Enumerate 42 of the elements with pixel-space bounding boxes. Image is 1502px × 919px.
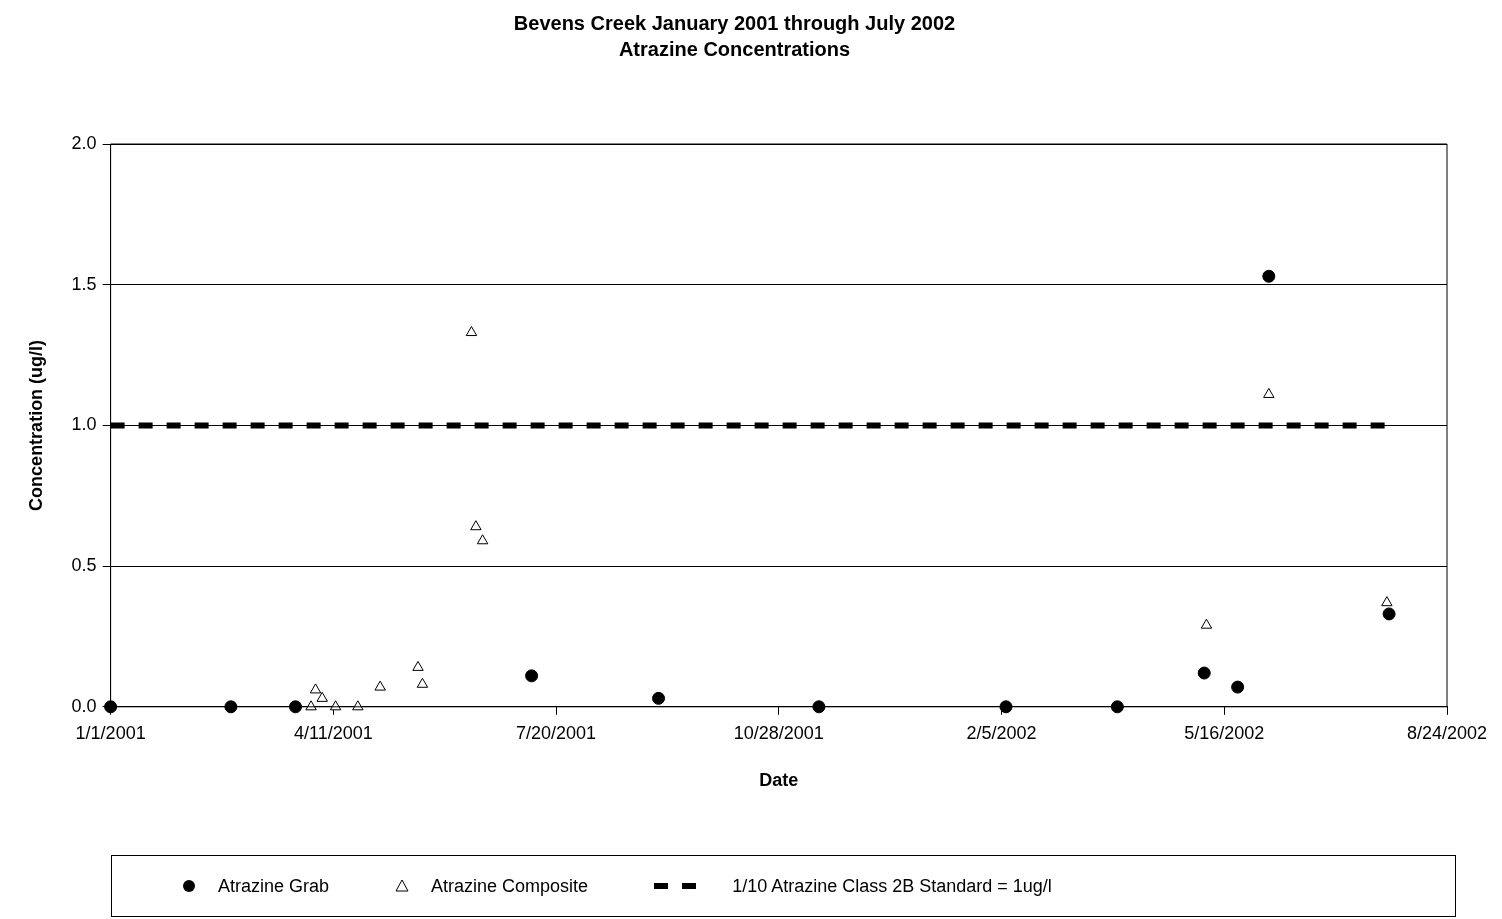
y-tick-label: 0.0: [71, 695, 97, 716]
point: [412, 660, 424, 671]
point: [1381, 596, 1393, 607]
x-tick-label: 4/11/2001: [293, 722, 373, 743]
point: [525, 669, 539, 683]
point: [470, 520, 482, 531]
point: [652, 691, 666, 705]
point: [1110, 700, 1124, 714]
x-tick-label: 8/24/2002: [1406, 722, 1488, 743]
y-axis-title: Concentration (ug/l): [25, 339, 46, 511]
legend-label: Atrazine Grab: [218, 875, 330, 897]
point: [224, 700, 238, 714]
x-axis-title: Date: [759, 770, 799, 791]
chart-subtitle: Atrazine Concentrations: [618, 37, 851, 60]
x-tick-label: 7/20/2001: [516, 722, 597, 743]
y-tick-label: 0.5: [71, 555, 97, 576]
point: [1231, 680, 1245, 694]
point: [476, 534, 489, 545]
point: [1382, 607, 1396, 621]
point: [1197, 666, 1211, 680]
point: [416, 677, 429, 688]
point: [465, 326, 478, 337]
x-tick-label: 10/28/2001: [733, 722, 824, 743]
y-tick-label: 1.0: [71, 414, 97, 435]
point: [305, 700, 317, 711]
x-tick-label: 2/5/2002: [966, 722, 1037, 743]
point: [374, 680, 386, 691]
legend-label: Atrazine Composite: [431, 875, 589, 897]
point: [1263, 387, 1275, 398]
chart-title: Bevens Creek January 2001 through July 2002: [513, 11, 956, 34]
legend-label: 1/10 Atrazine Class 2B Standard = 1ug/l: [732, 875, 1052, 897]
point: [309, 683, 322, 694]
point: [1262, 269, 1276, 283]
point: [288, 700, 302, 714]
x-tick-label: 1/1/2001: [75, 722, 146, 743]
point: [316, 691, 328, 702]
point: [999, 700, 1013, 714]
x-tick-label: 5/16/2002: [1184, 722, 1265, 743]
point: [812, 700, 826, 714]
y-tick-label: 1.5: [71, 273, 97, 294]
y-tick-label: 2.0: [71, 132, 97, 153]
point: [1200, 618, 1213, 629]
